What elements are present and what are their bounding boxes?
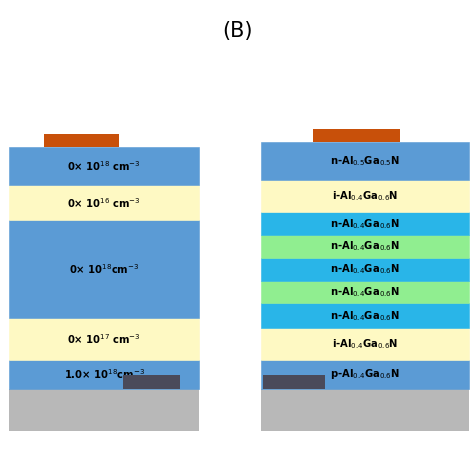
Text: 0× 10$^{18}$ cm$^{-3}$: 0× 10$^{18}$ cm$^{-3}$	[67, 159, 141, 173]
Text: p-Al$_{0.4}$Ga$_{0.6}$N: p-Al$_{0.4}$Ga$_{0.6}$N	[330, 367, 400, 382]
Text: n-Al$_{0.5}$Ga$_{0.5}$N: n-Al$_{0.5}$Ga$_{0.5}$N	[330, 154, 400, 168]
Bar	[9, 147, 199, 185]
Bar	[123, 375, 180, 389]
Bar	[44, 134, 119, 147]
Bar	[9, 360, 199, 389]
Bar	[261, 328, 469, 360]
Text: i-Al$_{0.4}$Ga$_{0.6}$N: i-Al$_{0.4}$Ga$_{0.6}$N	[332, 337, 398, 351]
Text: n-Al$_{0.4}$Ga$_{0.6}$N: n-Al$_{0.4}$Ga$_{0.6}$N	[330, 262, 400, 276]
Bar	[261, 389, 469, 431]
Bar	[9, 220, 199, 318]
Text: 0× 10$^{18}$cm$^{-3}$: 0× 10$^{18}$cm$^{-3}$	[69, 262, 139, 276]
Bar	[313, 129, 401, 142]
Bar	[9, 318, 199, 360]
Bar	[261, 180, 469, 212]
Bar	[261, 303, 469, 328]
Bar	[261, 360, 469, 389]
Text: (B): (B)	[222, 21, 252, 41]
Bar	[261, 258, 469, 281]
Bar	[261, 235, 469, 258]
Text: n-Al$_{0.4}$Ga$_{0.6}$N: n-Al$_{0.4}$Ga$_{0.6}$N	[330, 239, 400, 254]
Text: 0× 10$^{17}$ cm$^{-3}$: 0× 10$^{17}$ cm$^{-3}$	[67, 332, 141, 346]
Text: 0× 10$^{16}$ cm$^{-3}$: 0× 10$^{16}$ cm$^{-3}$	[67, 196, 141, 210]
Text: 1.0× 10$^{18}$cm$^{-3}$: 1.0× 10$^{18}$cm$^{-3}$	[64, 367, 145, 382]
Text: i-Al$_{0.4}$Ga$_{0.6}$N: i-Al$_{0.4}$Ga$_{0.6}$N	[332, 189, 398, 203]
Bar	[261, 212, 469, 235]
Text: n-Al$_{0.4}$Ga$_{0.6}$N: n-Al$_{0.4}$Ga$_{0.6}$N	[330, 217, 400, 231]
Bar	[9, 389, 199, 431]
Text: n-Al$_{0.4}$Ga$_{0.6}$N: n-Al$_{0.4}$Ga$_{0.6}$N	[330, 285, 400, 299]
Bar	[261, 142, 469, 180]
Bar	[261, 281, 469, 303]
Bar	[9, 185, 199, 220]
Text: n-Al$_{0.4}$Ga$_{0.6}$N: n-Al$_{0.4}$Ga$_{0.6}$N	[330, 309, 400, 323]
Bar	[263, 375, 325, 389]
